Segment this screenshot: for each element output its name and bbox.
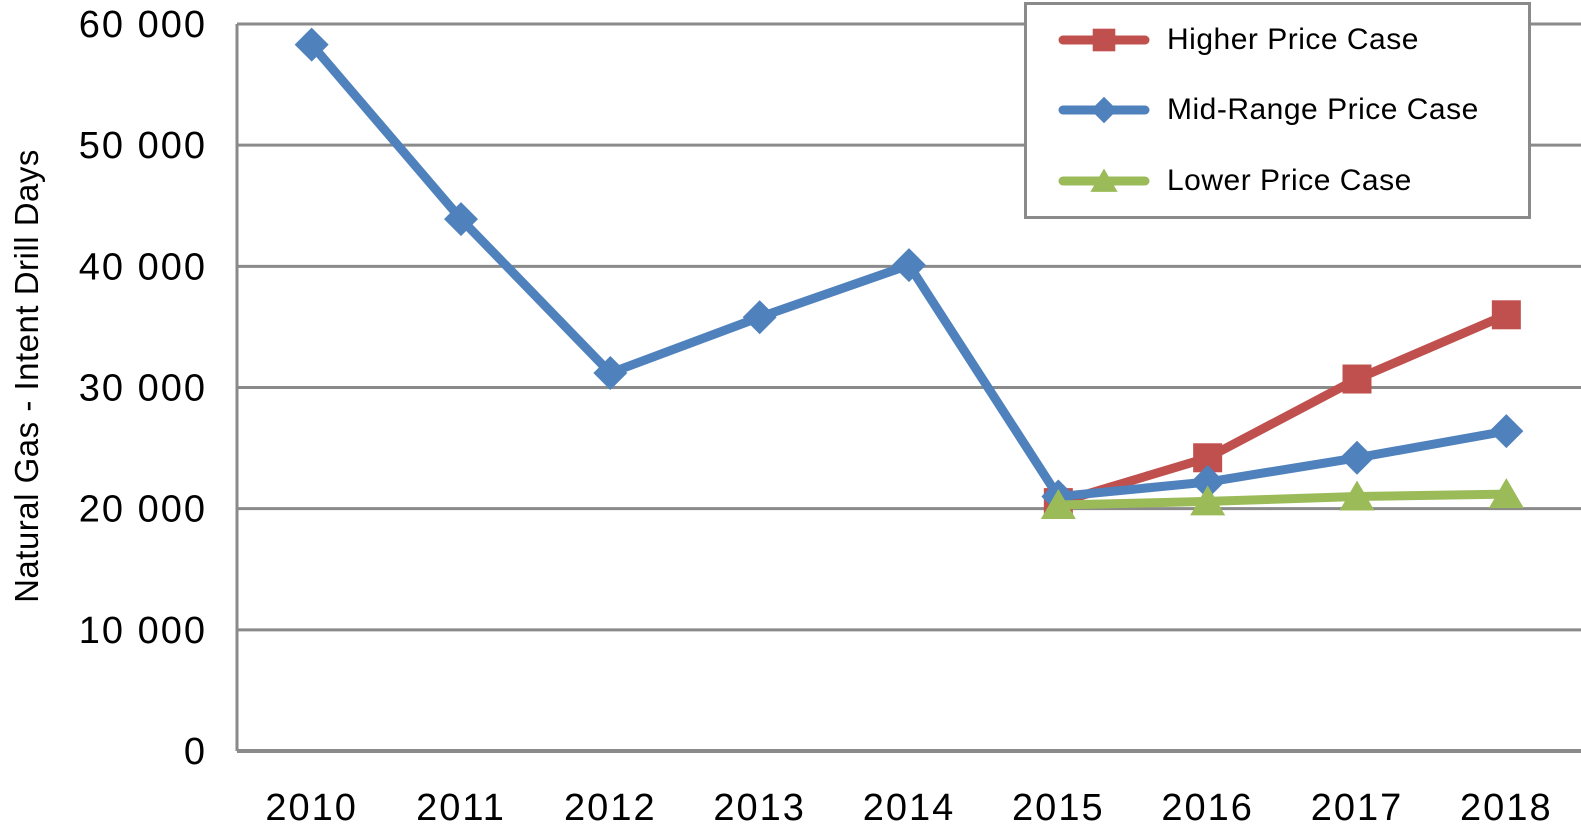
legend-swatch-line-square bbox=[1058, 28, 1150, 52]
series-line-lower-price-case bbox=[1053, 489, 1511, 510]
marker-diamond-mid-range-price-case bbox=[593, 355, 628, 390]
x-tick-label: 2013 bbox=[713, 787, 806, 827]
series-line-higher-price-case bbox=[1053, 310, 1511, 508]
x-tick-label: 2017 bbox=[1311, 787, 1404, 827]
legend-label-lower-price-case: Lower Price Case bbox=[1167, 163, 1412, 197]
marker-square-higher-price-case bbox=[1342, 364, 1372, 394]
x-tick-label: 2016 bbox=[1161, 787, 1254, 827]
marker-triangle-lower-price-case bbox=[1339, 480, 1375, 511]
x-tick-label: 2012 bbox=[564, 787, 657, 827]
marker-square-legend-higher-price-case bbox=[1092, 28, 1116, 52]
marker-diamond-mid-range-price-case bbox=[444, 202, 478, 237]
x-tick-label: 2014 bbox=[863, 787, 956, 827]
marker-square-higher-price-case bbox=[1491, 300, 1521, 330]
marker-diamond-mid-range-price-case bbox=[1340, 440, 1374, 475]
legend-label-higher-price-case: Higher Price Case bbox=[1167, 23, 1419, 57]
legend-swatch-line-triangle bbox=[1058, 168, 1150, 192]
y-tick-label: 60 000 bbox=[79, 4, 207, 46]
legend-item-lower-price-case: Lower Price Case bbox=[1058, 146, 1528, 216]
legend-swatch-diamond-icon bbox=[1058, 94, 1150, 126]
marker-diamond-mid-range-price-case bbox=[742, 300, 777, 335]
y-tick-label: 40 000 bbox=[79, 246, 207, 288]
y-tick-label: 0 bbox=[184, 731, 207, 773]
marker-triangle-lower-price-case bbox=[1040, 489, 1076, 520]
marker-triangle-lower-price-case bbox=[1190, 485, 1226, 516]
y-tick-label: 20 000 bbox=[79, 489, 207, 531]
legend-swatch-line-diamond bbox=[1058, 97, 1150, 124]
legend-item-higher-price-case: Higher Price Case bbox=[1058, 5, 1528, 75]
x-tick-label: 2011 bbox=[416, 787, 506, 827]
legend-swatch-square-icon bbox=[1058, 24, 1150, 56]
x-tick-label: 2015 bbox=[1012, 787, 1105, 827]
y-tick-label: 50 000 bbox=[79, 125, 207, 167]
legend-swatch-triangle-icon bbox=[1058, 165, 1150, 197]
marker-triangle-legend-lower-price-case bbox=[1090, 168, 1118, 192]
x-tick-label: 2018 bbox=[1460, 787, 1553, 827]
marker-diamond-mid-range-price-case bbox=[892, 248, 926, 283]
legend-item-mid-range-price-case: Mid-Range Price Case bbox=[1058, 75, 1528, 145]
marker-diamond-legend-mid-range-price-case bbox=[1090, 97, 1118, 124]
legend: Higher Price Case Mid-Range Price Case L… bbox=[1024, 2, 1531, 219]
marker-diamond-mid-range-price-case bbox=[294, 27, 329, 62]
legend-label-mid-range-price-case: Mid-Range Price Case bbox=[1167, 93, 1479, 127]
y-tick-label: 30 000 bbox=[79, 368, 207, 410]
marker-triangle-lower-price-case bbox=[1488, 478, 1524, 509]
marker-diamond-mid-range-price-case bbox=[1190, 465, 1225, 500]
y-tick-label: 10 000 bbox=[79, 610, 207, 652]
marker-diamond-mid-range-price-case bbox=[1489, 414, 1524, 449]
x-tick-label: 2010 bbox=[265, 787, 358, 827]
